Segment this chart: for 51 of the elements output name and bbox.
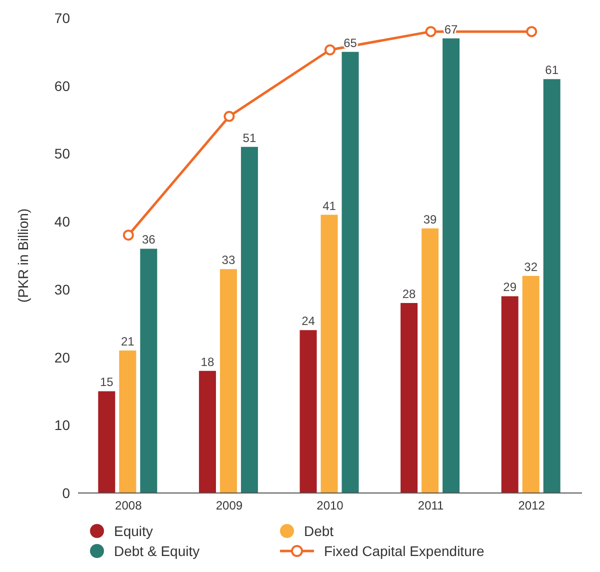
bar — [119, 350, 136, 493]
bar — [400, 303, 418, 493]
bar — [300, 330, 317, 493]
bar — [342, 52, 359, 493]
point — [425, 26, 436, 38]
legend-label: Debt & Equity — [114, 543, 200, 559]
point — [224, 110, 235, 122]
x-tick-label: 2011 — [418, 498, 444, 513]
data-label: 29 — [503, 280, 517, 294]
bar — [543, 79, 560, 493]
data-label: 15 — [100, 375, 114, 390]
y-tick-label: 70 — [54, 10, 70, 26]
data-label: 39 — [423, 212, 438, 226]
data-label: 24 — [302, 314, 316, 328]
y-tick-label: 0 — [62, 484, 70, 501]
y-tick-label: 10 — [54, 417, 70, 434]
x-tick-label: 2010 — [316, 498, 344, 513]
bar — [422, 228, 439, 493]
point — [122, 230, 134, 241]
bar — [320, 214, 338, 493]
data-label: 21 — [120, 334, 135, 348]
y-tick-label: 60 — [54, 78, 70, 94]
data-label: 41 — [322, 198, 336, 213]
bar — [140, 248, 158, 493]
point — [526, 26, 538, 38]
y-tick-label: 20 — [54, 349, 70, 366]
data-label: 36 — [142, 232, 156, 247]
data-label: 18 — [200, 354, 214, 369]
bar — [522, 276, 540, 493]
bar — [442, 38, 460, 493]
x-tick-label: 2009 — [216, 498, 243, 513]
data-label: 28 — [402, 287, 416, 301]
x-tick-label: 2008 — [115, 498, 142, 513]
legend-label: Equity — [114, 523, 153, 539]
y-axis-title: (PKR in Billion) — [14, 208, 31, 303]
bar — [98, 391, 116, 493]
x-tick-label: 2012 — [518, 498, 546, 513]
bar — [220, 269, 237, 493]
point — [324, 44, 336, 56]
bar — [501, 296, 518, 493]
bar — [240, 146, 258, 493]
y-tick-label: 30 — [54, 281, 70, 298]
data-label: 33 — [222, 253, 236, 268]
legend-label: Debt — [304, 523, 334, 539]
data-label: 61 — [545, 63, 559, 78]
data-label: 32 — [524, 260, 538, 274]
data-label: 51 — [242, 130, 256, 145]
bar — [198, 370, 216, 493]
y-tick-label: 40 — [54, 214, 70, 230]
legend-label: Fixed Capital Expenditure — [324, 543, 484, 559]
y-tick-label: 50 — [54, 146, 70, 162]
